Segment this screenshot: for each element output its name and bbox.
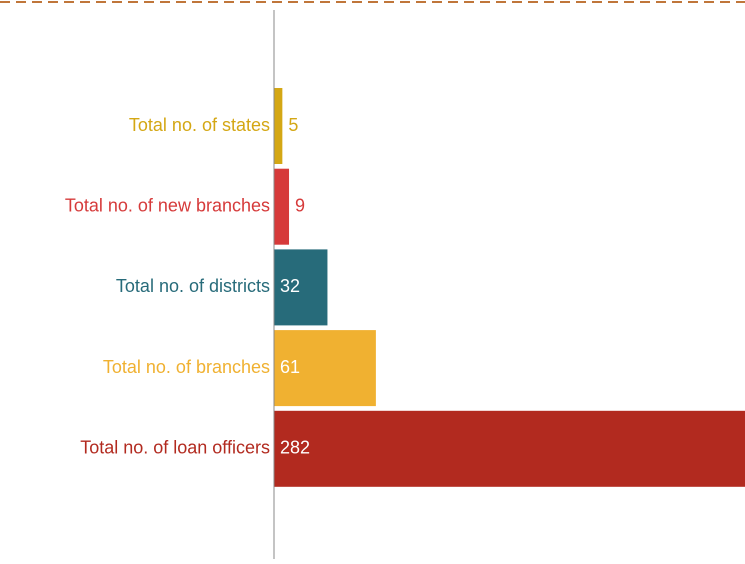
category-label: Total no. of branches (103, 357, 270, 377)
bar (274, 168, 290, 245)
category-label: Total no. of new branches (65, 195, 270, 215)
value-label: 282 (280, 438, 310, 458)
category-label: Total no. of districts (116, 276, 270, 296)
value-label: 5 (288, 115, 298, 135)
bar (274, 410, 745, 487)
category-label: Total no. of states (129, 115, 270, 135)
value-label: 61 (280, 357, 300, 377)
bar (274, 330, 376, 407)
category-label: Total no. of loan officers (80, 438, 270, 458)
value-label: 32 (280, 276, 300, 296)
bar (274, 249, 328, 326)
value-label: 9 (295, 195, 305, 215)
bar (274, 88, 283, 164)
